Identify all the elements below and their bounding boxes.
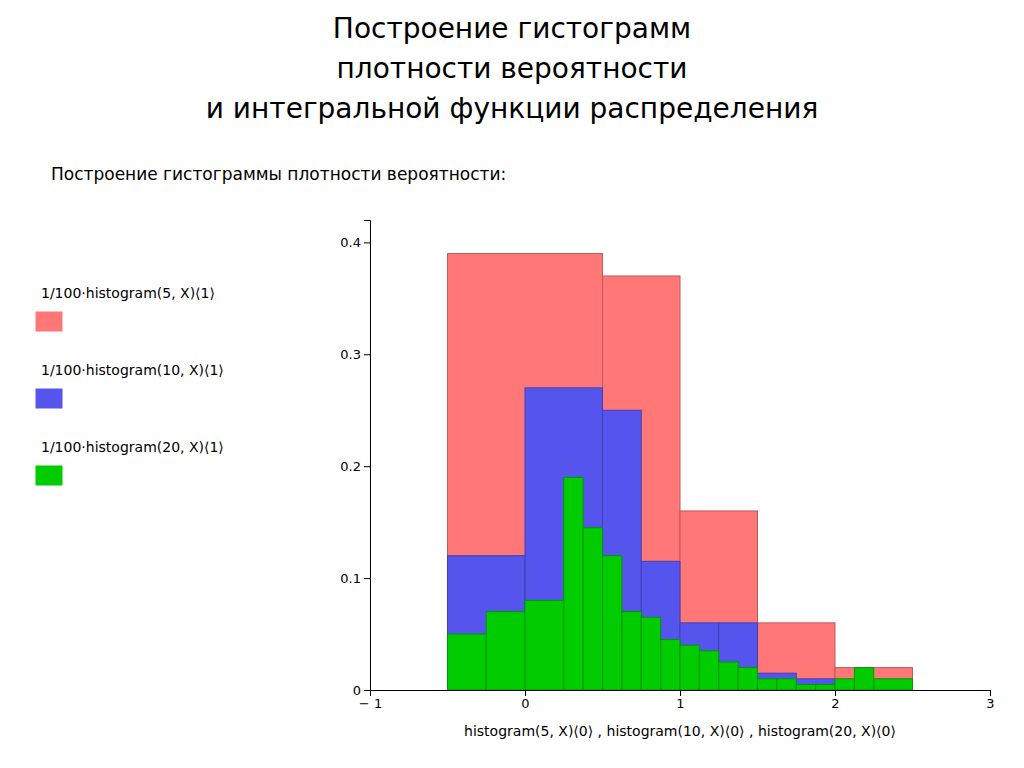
- x-axis-label: histogram(5, X)⟨0⟩ , histogram(10, X)⟨0⟩…: [464, 723, 896, 739]
- histogram-bar: [486, 612, 525, 690]
- histogram-bar: [448, 556, 526, 690]
- legend-item: 1/100·histogram(20, X)⟨1⟩: [36, 439, 224, 485]
- tick: 2: [831, 690, 839, 711]
- histogram-bar: [525, 600, 564, 690]
- histogram-bar: [641, 561, 680, 690]
- title-line: и интегральной функции распределения: [206, 92, 819, 125]
- tick-mark: [364, 466, 370, 467]
- tick: 0.1: [340, 571, 370, 586]
- histogram-bar: [448, 254, 603, 690]
- tick-mark: [364, 578, 370, 579]
- tick-label: 0: [353, 683, 361, 698]
- tick-label: 1: [676, 696, 684, 711]
- histogram-bar: [854, 668, 873, 690]
- histogram-bar: [835, 668, 913, 690]
- tick: 3: [986, 690, 994, 711]
- tick-label: 0.3: [340, 347, 361, 362]
- histogram-bar: [583, 528, 602, 690]
- title-line: плотности вероятности: [336, 52, 687, 85]
- histogram-bar: [835, 679, 854, 690]
- plot-area: [448, 254, 913, 690]
- axis-line: [371, 691, 991, 697]
- title: Построение гистограмм плотности вероятнос…: [206, 12, 819, 125]
- chart: Построение гистограмм плотности вероятнос…: [0, 0, 1024, 768]
- y-axis: 0 0.1 0.2 0.3 0.4: [340, 221, 370, 698]
- histogram-bar: [796, 679, 835, 690]
- histogram-bar: [699, 651, 718, 690]
- histogram-bar: [719, 662, 738, 690]
- tick: − 1: [359, 690, 382, 711]
- histogram-bar: [525, 388, 603, 690]
- histogram-bar: [603, 556, 622, 690]
- x-axis: − 1 0 1 2 3: [359, 690, 995, 711]
- tick-label: − 1: [359, 696, 382, 711]
- tick: 0: [521, 690, 529, 711]
- histogram-bar: [758, 623, 836, 690]
- histogram-bar: [796, 684, 815, 690]
- tick-mark: [364, 242, 370, 243]
- tick-mark: [680, 690, 681, 696]
- histogram-bar: [680, 645, 699, 690]
- legend: 1/100·histogram(5, X)⟨1⟩ 1/100·histogram(…: [36, 285, 224, 485]
- histogram-bar: [816, 684, 835, 690]
- legend-item: 1/100·histogram(5, X)⟨1⟩: [36, 285, 215, 331]
- tick-label: 2: [831, 696, 839, 711]
- histogram-bar: [661, 640, 680, 690]
- axis-line: [364, 221, 371, 691]
- histogram-bar: [758, 679, 777, 690]
- legend-swatch: [36, 389, 62, 408]
- histogram-bar: [777, 679, 796, 690]
- tick-mark: [364, 354, 370, 355]
- histogram-bar: [641, 617, 660, 690]
- legend-label: 1/100·histogram(5, X)⟨1⟩: [41, 285, 215, 301]
- title-line: Построение гистограмм: [333, 12, 691, 45]
- tick-label: 0.2: [340, 459, 361, 474]
- tick-mark: [525, 690, 526, 696]
- tick-mark: [990, 690, 991, 696]
- series: [448, 388, 913, 690]
- legend-swatch: [36, 466, 62, 485]
- tick-mark: [364, 690, 370, 691]
- histogram-bar: [680, 511, 758, 690]
- tick-label: 0.4: [340, 235, 361, 250]
- histogram-bar: [680, 623, 719, 690]
- histogram-bar: [738, 668, 757, 690]
- tick: 0.3: [340, 347, 370, 362]
- subtitle: Построение гистограммы плотности вероятн…: [51, 164, 506, 184]
- legend-item: 1/100·histogram(10, X)⟨1⟩: [36, 362, 224, 408]
- series: [448, 477, 913, 690]
- histogram-bar: [719, 623, 758, 690]
- tick: 0.2: [340, 459, 370, 474]
- tick-mark: [835, 690, 836, 696]
- legend-label: 1/100·histogram(20, X)⟨1⟩: [41, 439, 224, 455]
- histogram-bar: [874, 679, 913, 690]
- tick-label: 0.1: [340, 571, 361, 586]
- legend-label: 1/100·histogram(10, X)⟨1⟩: [41, 362, 224, 378]
- tick: 1: [676, 690, 684, 711]
- tick-label: 3: [986, 696, 994, 711]
- histogram-bar: [603, 410, 642, 690]
- legend-swatch: [36, 312, 62, 331]
- tick: 0: [353, 683, 370, 698]
- histogram-bar: [758, 673, 797, 690]
- series: [448, 254, 913, 690]
- histogram-bar: [564, 477, 583, 690]
- tick-label: 0: [521, 696, 529, 711]
- tick: 0.4: [340, 235, 370, 250]
- histogram-bar: [622, 612, 641, 690]
- histogram-bar: [603, 276, 681, 690]
- histogram-bar: [448, 634, 487, 690]
